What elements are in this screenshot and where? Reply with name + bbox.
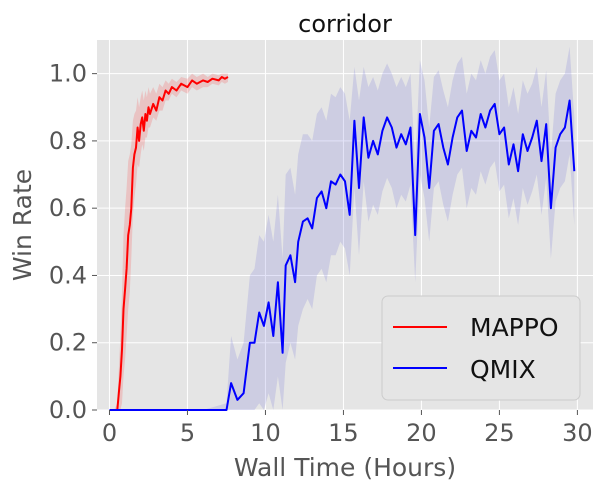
y-tick-label: 0.6 [49,194,87,222]
y-tick-label: 0.0 [49,396,87,424]
confidence-bands [109,46,575,410]
series-lines [109,76,576,411]
series-line-qmix [109,99,576,411]
y-tick-label: 1.0 [49,60,87,88]
y-tick-label: 0.2 [49,329,87,357]
axis-ticks: 0 5 10 15 20 25 30 0.0 0.2 0.4 0.6 0.8 1.0 [49,60,593,447]
legend-label-qmix: QMIX [470,355,536,384]
x-axis-label: Wall Time (Hours) [234,453,456,482]
legend: MAPPO QMIX [381,295,581,401]
x-tick-label: 25 [484,419,515,447]
x-tick-label: 5 [180,419,195,447]
legend-box [381,295,581,401]
band-qmix [109,46,575,410]
x-tick-label: 0 [102,419,117,447]
x-tick-label: 20 [406,419,437,447]
chart-title: corridor [298,10,392,38]
band-mappo [109,73,228,410]
y-tick-label: 0.8 [49,127,87,155]
series-line-mappo [109,76,229,411]
legend-label-mappo: MAPPO [470,313,559,342]
x-tick-label: 10 [250,419,281,447]
y-axis-label: Win Rate [8,169,37,281]
x-tick-label: 15 [328,419,359,447]
x-tick-label: 30 [562,419,593,447]
y-tick-label: 0.4 [49,261,87,289]
